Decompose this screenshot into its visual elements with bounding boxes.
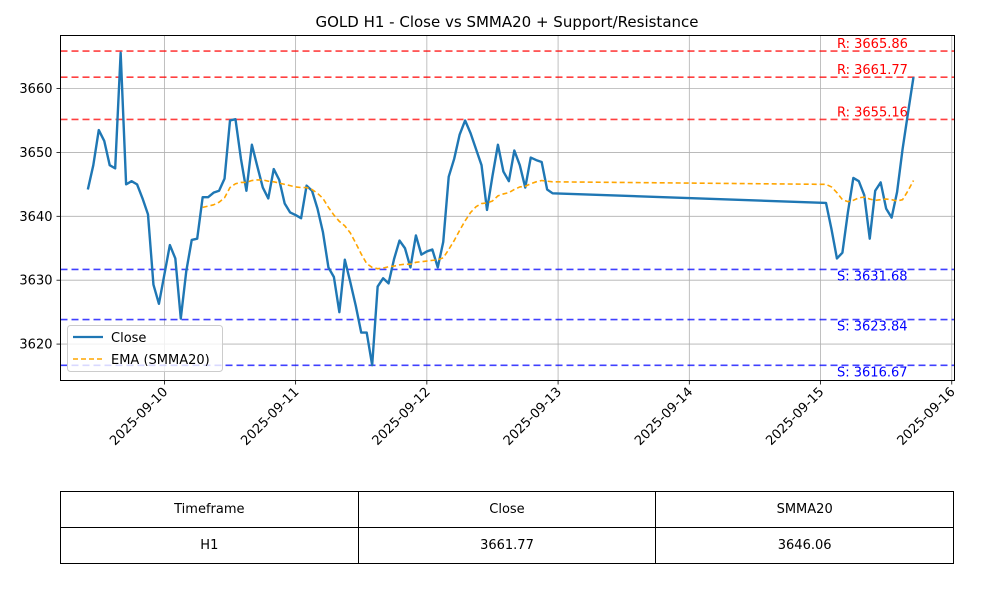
legend-box [67, 325, 223, 372]
support-label: S: 3631.68 [837, 269, 908, 284]
smma20-series-line [202, 179, 915, 270]
x-tick-label: 2025-09-10 [107, 385, 171, 449]
grid [60, 35, 955, 381]
resistance-label: R: 3655.16 [837, 105, 908, 120]
resistance-label: R: 3665.86 [837, 37, 908, 52]
y-tick-label: 3640 [19, 210, 52, 225]
support-label: S: 3623.84 [837, 320, 908, 335]
resistance-label: R: 3661.77 [837, 63, 908, 78]
table-row: H1 3661.77 3646.06 [60, 527, 954, 564]
legend: Close EMA (SMMA20) [67, 325, 223, 372]
series-lines [86, 51, 915, 367]
support-label: S: 3616.67 [837, 365, 908, 380]
x-tick-label: 2025-09-12 [370, 385, 434, 449]
table-cell-timeframe: H1 [60, 527, 359, 564]
support-resistance-levels: R: 3665.86 R: 3661.77 R: 3655.16 S: 3631.68… [60, 37, 955, 380]
y-tick-label: 3630 [19, 274, 52, 289]
y-tick-label: 3650 [19, 146, 52, 161]
table-header-smma20: SMMA20 [655, 491, 954, 528]
plot-frame [60, 35, 955, 381]
table-header-timeframe: Timeframe [60, 491, 359, 528]
stats-table: Timeframe Close SMMA20 H1 3661.77 3646.0… [60, 491, 954, 564]
x-tick-label: 2025-09-11 [238, 385, 302, 449]
axis-ticks: 3620 3630 3640 3650 3660 2025-09-10 2025-09-11… [19, 82, 958, 449]
chart-title: GOLD H1 - Close vs SMMA20 + Support/Resi… [315, 13, 698, 31]
table-cell-smma20: 3646.06 [655, 527, 954, 564]
table-header-close: Close [357, 491, 657, 528]
x-tick-label: 2025-09-13 [501, 385, 565, 449]
chart: GOLD H1 - Close vs SMMA20 + Support/Resi… [19, 13, 958, 449]
x-tick-label: 2025-09-16 [895, 385, 959, 449]
table-header-row: Timeframe Close SMMA20 [60, 491, 954, 528]
legend-smma-label: EMA (SMMA20) [111, 353, 210, 368]
close-series-line [86, 51, 915, 367]
legend-close-label: Close [111, 331, 146, 346]
x-tick-label: 2025-09-14 [632, 385, 696, 449]
table-cell-close: 3661.77 [357, 527, 657, 564]
x-tick-label: 2025-09-15 [763, 385, 827, 449]
y-tick-label: 3620 [19, 338, 52, 353]
y-tick-label: 3660 [19, 82, 52, 97]
